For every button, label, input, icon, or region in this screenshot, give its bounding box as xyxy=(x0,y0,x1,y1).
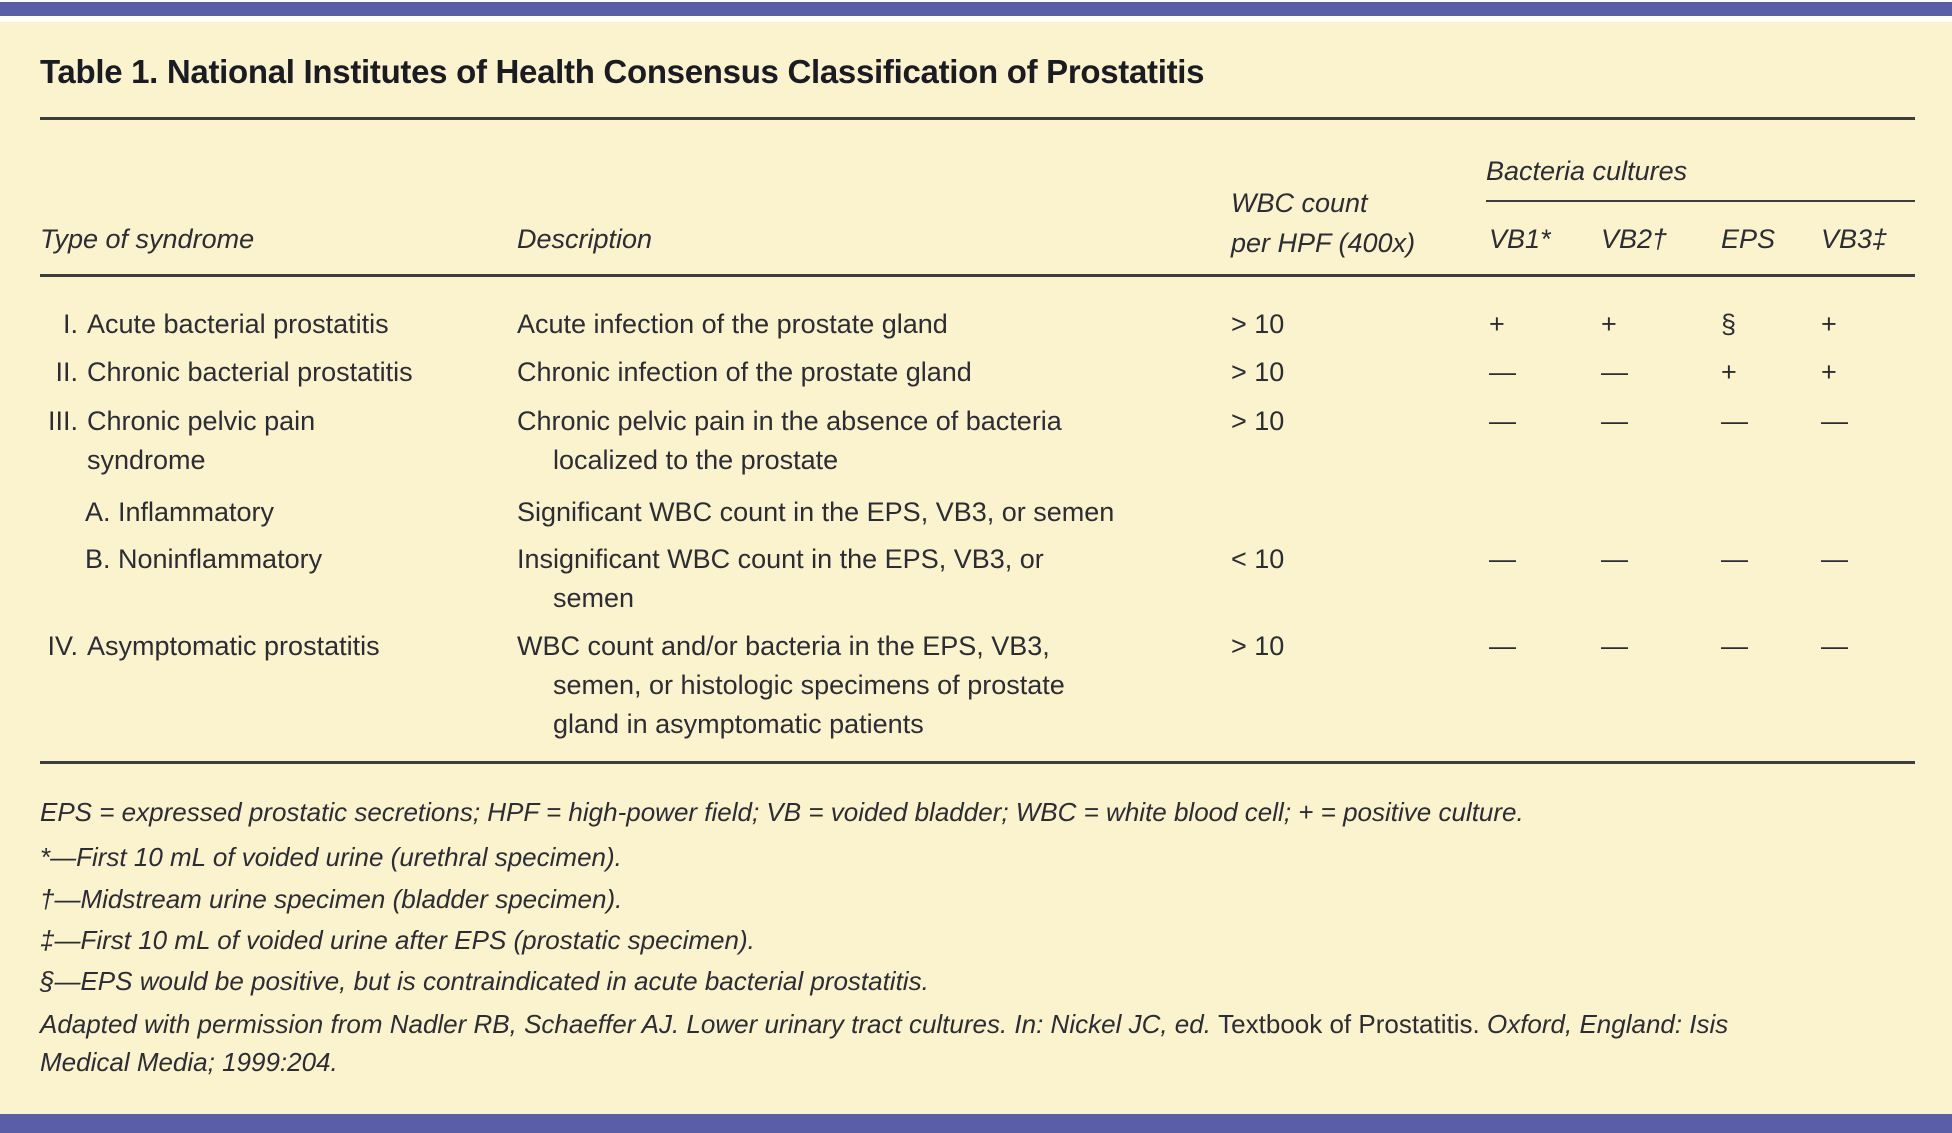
row-description: WBC count and/or bacteria in the EPS, VB… xyxy=(517,631,1065,739)
row-wbc-count: < 10 xyxy=(1231,544,1285,574)
row-label: Chronic bacterial prostatitis xyxy=(87,357,413,387)
row-eps-result: — xyxy=(1721,406,1748,436)
column-header-description: Description xyxy=(517,224,653,254)
row-description: Chronic infection of the prostate gland xyxy=(517,357,972,387)
row-vb1-result: — xyxy=(1489,544,1516,574)
attribution-text-italic: Adapted with permission from Nadler RB, … xyxy=(40,1009,1219,1039)
attribution-book-title: Textbook of Prostatitis. xyxy=(1218,1009,1487,1039)
row-eps-result: + xyxy=(1721,357,1737,387)
row-numeral: IV. xyxy=(47,631,78,661)
top-accent-bar xyxy=(0,2,1952,16)
footnote-dagger: †—Midstream urine specimen (bladder spec… xyxy=(40,884,623,914)
row-label: Asymptomatic prostatitis xyxy=(87,631,380,661)
row-vb3-result: — xyxy=(1821,631,1848,661)
column-header-vb1: VB1* xyxy=(1489,224,1551,254)
rule-below-body xyxy=(40,761,1915,764)
footnote-abbreviations: EPS = expressed prostatic secretions; HP… xyxy=(40,797,1524,827)
row-vb1-result: — xyxy=(1489,357,1516,387)
row-label: B. Noninflammatory xyxy=(85,544,323,574)
table-background-panel xyxy=(0,22,1952,1114)
row-description: Significant WBC count in the EPS, VB3, o… xyxy=(517,497,1115,527)
row-vb2-result: — xyxy=(1601,544,1628,574)
row-vb1-result: + xyxy=(1489,309,1505,339)
column-header-eps: EPS xyxy=(1721,224,1776,254)
row-eps-result: § xyxy=(1721,309,1737,339)
column-header-vb3: VB3‡ xyxy=(1821,224,1888,254)
footnote-asterisk: *—First 10 mL of voided urine (urethral … xyxy=(40,842,622,872)
row-vb3-result: — xyxy=(1821,406,1848,436)
bottom-accent-bar xyxy=(0,1114,1952,1133)
row-vb2-result: — xyxy=(1601,406,1628,436)
row-vb1-result: — xyxy=(1489,631,1516,661)
row-wbc-count: > 10 xyxy=(1231,631,1285,661)
row-vb3-result: + xyxy=(1821,357,1837,387)
rule-below-header xyxy=(40,274,1915,277)
row-vb2-result: — xyxy=(1601,357,1628,387)
row-numeral: III. xyxy=(47,406,78,436)
column-header-type: Type of syndrome xyxy=(40,224,255,254)
source-attribution: Adapted with permission from Nadler RB, … xyxy=(40,1005,1915,1081)
column-header-vb2: VB2† xyxy=(1601,224,1668,254)
row-vb2-result: + xyxy=(1601,309,1617,339)
table-title: Table 1. National Institutes of Health C… xyxy=(40,53,1205,90)
row-eps-result: — xyxy=(1721,544,1748,574)
row-label: Chronic pelvic pain syndrome xyxy=(87,406,316,475)
rule-bacteria-group-underline xyxy=(1486,200,1915,202)
row-vb1-result: — xyxy=(1489,406,1516,436)
row-vb2-result: — xyxy=(1601,631,1628,661)
row-description: Chronic pelvic pain in the absence of ba… xyxy=(517,406,1062,475)
row-vb3-result: + xyxy=(1821,309,1837,339)
row-wbc-count: > 10 xyxy=(1231,406,1285,436)
rule-below-title xyxy=(40,117,1915,120)
row-description: Acute infection of the prostate gland xyxy=(517,309,948,339)
row-numeral: I. xyxy=(62,309,78,339)
row-eps-result: — xyxy=(1721,631,1748,661)
footnote-section-sign: §—EPS would be positive, but is contrain… xyxy=(40,966,929,996)
row-label: Acute bacterial prostatitis xyxy=(87,309,389,339)
column-group-bacteria-cultures: Bacteria cultures xyxy=(1486,156,1688,186)
row-wbc-count: > 10 xyxy=(1231,357,1285,387)
attribution-publisher-italic: Oxford, England: Isis Medical Media; 199… xyxy=(40,1009,1729,1077)
row-label: A. Inflammatory xyxy=(85,497,275,527)
row-numeral: II. xyxy=(55,357,78,387)
row-wbc-count: > 10 xyxy=(1231,309,1285,339)
row-description: Insignificant WBC count in the EPS, VB3,… xyxy=(517,544,1044,613)
row-vb3-result: — xyxy=(1821,544,1848,574)
footnote-double-dagger: ‡—First 10 mL of voided urine after EPS … xyxy=(40,925,755,955)
column-header-wbc: WBC count per HPF (400x) xyxy=(1231,188,1416,258)
